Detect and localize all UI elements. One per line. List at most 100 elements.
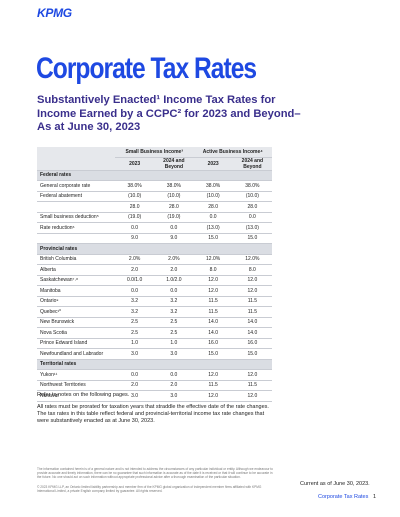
table-row: Newfoundland and Labrador 3.0 3.0 15.0 15.0 <box>37 348 272 360</box>
rate-cell: 3.0 <box>115 390 155 402</box>
rate-cell: (10.0) <box>154 191 194 202</box>
rate-cell: 3.2 <box>115 306 155 318</box>
table-row: British Columbia 2.0% 2.0% 12.0% 12.0% <box>37 254 272 265</box>
rate-cell: (19.0) <box>154 212 194 223</box>
row-label: General corporate rate <box>37 180 115 192</box>
row-label: Yukon¹¹ <box>37 369 115 381</box>
group-header: Small Business Income³ <box>115 147 194 158</box>
rate-cell: 11.5 <box>232 380 272 391</box>
rate-cell: 28.0 <box>115 201 155 213</box>
rate-cell: 2.5 <box>115 327 155 339</box>
row-label: Saskatchewan⁷˒⁸ <box>37 275 115 286</box>
page-number: 1 <box>373 494 377 500</box>
rate-cell: 0.0 <box>232 212 272 223</box>
rate-cell: 38.0% <box>154 180 194 192</box>
row-label: Quebec¹⁰ <box>37 306 115 318</box>
table-row: Rate reduction⁶ 0.0 0.0 (13.0) (13.0) <box>37 222 272 234</box>
section-row: Federal rates <box>37 170 272 181</box>
rate-cell: 0.0/1.0 <box>115 275 155 286</box>
row-label: Rate reduction⁶ <box>37 222 115 234</box>
rate-cell: 1.0/2.0 <box>154 275 194 286</box>
section-title: Territorial rates <box>37 359 272 370</box>
rate-cell: 2.0 <box>154 380 194 391</box>
prorate-note: All rates must be prorated for taxation … <box>37 404 269 424</box>
rate-cell: 15.0 <box>232 348 272 360</box>
rate-cell: 12.0 <box>193 390 233 402</box>
rate-cell: 11.5 <box>193 306 233 318</box>
rate-cell: 38.0% <box>232 180 272 192</box>
table-row: Federal abatement (10.0) (10.0) (10.0) (10.0… <box>37 191 272 202</box>
table-row: Small business deduction⁵ (19.0) (19.0) 0.0… <box>37 212 272 223</box>
rate-cell: 3.0 <box>154 390 194 402</box>
rate-cell: 2.0% <box>154 254 194 265</box>
table-row: General corporate rate 38.0% 38.0% 38.0% 38.… <box>37 180 272 192</box>
group-row: Small Business Income³ Active Business I… <box>37 147 272 171</box>
table-row: New Brunswick 2.5 2.5 14.0 14.0 <box>37 317 272 328</box>
column-header: 2023 <box>115 157 155 171</box>
column-header: 2024 and Beyond <box>154 157 194 171</box>
row-label: Newfoundland and Labrador <box>37 348 115 360</box>
rate-cell: 1.0 <box>115 338 155 349</box>
corner <box>37 147 115 171</box>
rate-cell: 12.0 <box>232 369 272 381</box>
rate-cell: 0.0 <box>154 369 194 381</box>
rate-cell: 3.2 <box>115 296 155 307</box>
rate-cell: 2.0 <box>115 380 155 391</box>
rate-cell: (13.0) <box>193 222 233 234</box>
rate-cell: 2.0 <box>115 264 155 276</box>
rate-cell: 11.5 <box>232 306 272 318</box>
rate-cell: (10.0) <box>193 191 233 202</box>
title: Corporate Tax Rates <box>36 52 257 85</box>
table-row: Manitoba 0.0 0.0 12.0 12.0 <box>37 285 272 297</box>
table-row: Ontario⁹ 3.2 3.2 11.5 11.5 <box>37 296 272 307</box>
rate-cell: 9.0 <box>154 232 194 244</box>
rate-cell: 28.0 <box>193 201 233 213</box>
rate-cell: 2.0% <box>115 254 155 265</box>
table-row: Prince Edward Island 1.0 1.0 16.0 16.0 <box>37 338 272 349</box>
row-label: Federal abatement <box>37 191 115 202</box>
section-row: Territorial rates <box>37 359 272 370</box>
rate-cell: 9.0 <box>115 232 155 244</box>
row-label: British Columbia <box>37 254 115 265</box>
row-label: Ontario⁹ <box>37 296 115 307</box>
group-header: Active Business Income⁴ <box>193 147 272 158</box>
rate-cell: 12.0 <box>232 275 272 286</box>
row-label: Northwest Territories <box>37 380 115 391</box>
table-body: Federal rates General corporate rate 38.0%… <box>37 170 272 402</box>
disclaimer: The information contained herein is of a… <box>37 467 273 480</box>
rate-cell: 3.0 <box>154 348 194 360</box>
rate-cell: (10.0) <box>232 191 272 202</box>
rate-cell: 0.0 <box>115 222 155 234</box>
rate-cell: 14.0 <box>193 317 233 328</box>
rate-cell: 12.0 <box>193 275 233 286</box>
rate-cell: 2.5 <box>115 317 155 328</box>
rate-cell: 2.5 <box>154 327 194 339</box>
rate-cell: 0.0 <box>115 285 155 297</box>
footer-title: Corporate Tax Rates <box>318 494 369 500</box>
rate-cell: 3.0 <box>115 348 155 360</box>
rate-cell: 12.0 <box>232 390 272 402</box>
row-label-empty <box>37 232 115 244</box>
row-label: New Brunswick <box>37 317 115 328</box>
logo: KPMG <box>37 6 72 20</box>
table-row: 9.0 9.0 15.0 15.0 <box>37 232 272 244</box>
copyright: © 2023 KPMG LLP, an Ontario limited liab… <box>37 485 262 494</box>
section-title: Federal rates <box>37 170 272 181</box>
tax-table: Small Business Income³ Active Business I… <box>37 147 272 402</box>
rate-cell: 15.0 <box>232 232 272 244</box>
column-header: 2024 and Beyond <box>232 157 272 171</box>
rate-cell: 11.5 <box>193 380 233 391</box>
row-label: Alberta <box>37 264 115 276</box>
row-label: Nova Scotia <box>37 327 115 339</box>
table-row: Saskatchewan⁷˒⁸ 0.0/1.0 1.0/2.0 12.0 12.0 <box>37 275 272 286</box>
rate-cell: 12.0% <box>193 254 233 265</box>
current-date: Current as of June 30, 2023. <box>300 481 370 487</box>
rate-cell: 8.0 <box>193 264 233 276</box>
rate-cell: 12.0 <box>193 369 233 381</box>
rate-cell: 12.0% <box>232 254 272 265</box>
rate-cell: 11.5 <box>193 296 233 307</box>
rate-cell: 2.0 <box>154 264 194 276</box>
rate-cell: 0.0 <box>154 285 194 297</box>
rate-cell: 12.0 <box>193 285 233 297</box>
